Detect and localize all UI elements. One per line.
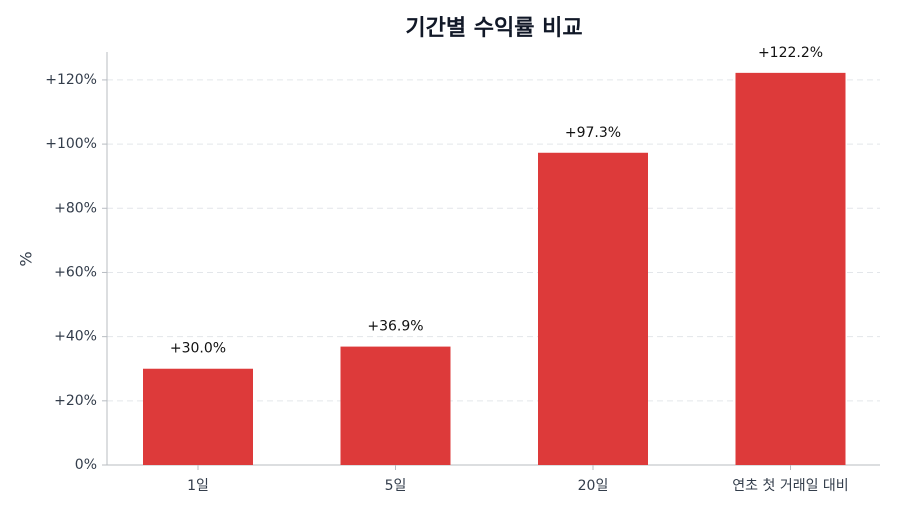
y-axis-label: % <box>17 251 36 266</box>
y-tick-label: +80% <box>54 200 97 216</box>
bar <box>143 368 253 465</box>
y-tick-label: +60% <box>54 264 97 280</box>
x-tick-label: 20일 <box>578 478 609 494</box>
y-tick-label: 0% <box>75 457 97 473</box>
y-tick-label: +40% <box>54 329 97 345</box>
value-label: +30.0% <box>170 341 226 357</box>
bar <box>538 152 648 466</box>
value-label: +36.9% <box>367 319 423 335</box>
value-label: +97.3% <box>565 125 621 141</box>
bar <box>340 346 451 465</box>
y-tick-label: +20% <box>54 393 97 409</box>
y-tick-label: +100% <box>45 136 97 152</box>
value-label: +122.2% <box>758 45 823 61</box>
chart-title: 기간별 수익률 비교 <box>405 16 582 41</box>
bar <box>735 72 846 466</box>
x-tick-label: 1일 <box>187 478 209 494</box>
y-tick-label: +120% <box>45 72 97 88</box>
x-tick-label: 5일 <box>385 478 407 494</box>
x-tick-label: 연초 첫 거래일 대비 <box>732 478 848 494</box>
